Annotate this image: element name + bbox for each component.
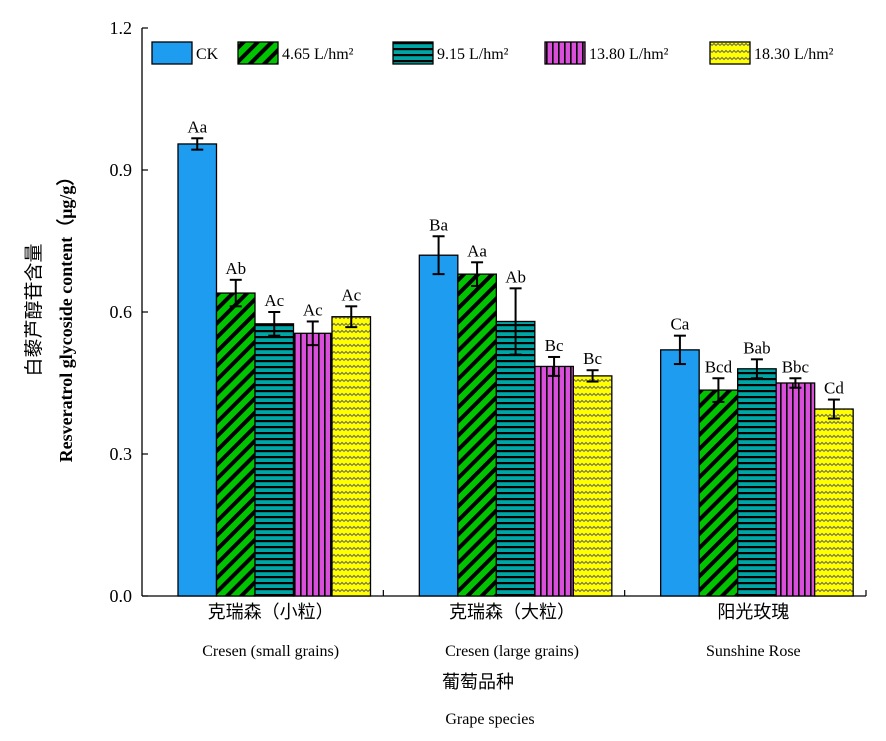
x-tick-label-cn: 阳光玫瑰: [717, 602, 789, 623]
bars: [177, 143, 854, 597]
legend-swatch: [709, 41, 751, 65]
legend-swatch: [392, 41, 434, 65]
axis-labels: 白藜芦醇苷含量 Resveratrol glycoside content（μg…: [23, 168, 535, 728]
x-tick-label-en: Cresen (large grains): [445, 643, 579, 660]
y-tick-label: 0.9: [110, 160, 133, 180]
error-bars: [191, 137, 840, 420]
bar: [418, 254, 459, 597]
legend-swatch: [544, 41, 586, 65]
bar: [814, 408, 854, 597]
significance-label: Bc: [583, 349, 602, 368]
significance-label: Aa: [467, 241, 487, 260]
bar: [215, 292, 256, 597]
axes: 0.0 0.3 0.6 0.9 1.2 克瑞森（小粒） Cresen (small grai…: [110, 18, 867, 660]
legend: CK 4.65 L/hm² 9.15 L/hm² 13.80 L/hm² 18.30 L…: [151, 41, 834, 65]
legend-label: 4.65 L/hm²: [282, 46, 354, 63]
significance-label: Bbc: [782, 357, 810, 376]
bar: [698, 389, 739, 597]
bar: [775, 382, 816, 597]
bar: [495, 320, 536, 597]
y-tick-label: 0.3: [110, 444, 133, 464]
significance-label: Bc: [545, 336, 564, 355]
legend-swatch: [237, 41, 279, 65]
significance-label: Ac: [264, 291, 284, 310]
bar: [254, 323, 295, 597]
significance-label: Bcd: [705, 357, 733, 376]
significance-label: Ab: [225, 259, 246, 278]
y-tick-label: 1.2: [110, 18, 133, 38]
x-tick-label-cn: 克瑞森（大粒）: [449, 602, 575, 623]
y-axis-label-en: Resveratrol glycoside content（μg/g）: [56, 168, 76, 463]
bar: [737, 368, 777, 597]
x-tick-label-en: Cresen (small grains): [202, 643, 339, 660]
bar: [660, 349, 700, 597]
bar: [572, 375, 613, 597]
legend-label: CK: [196, 46, 219, 63]
bar: [534, 365, 574, 597]
significance-label: Ba: [429, 215, 448, 234]
legend-label: 13.80 L/hm²: [589, 46, 669, 63]
y-tick-label: 0.0: [110, 586, 133, 606]
significance-label: Aa: [187, 117, 207, 136]
significance-label: Ab: [505, 267, 526, 286]
x-tick-label-en: Sunshine Rose: [706, 643, 801, 660]
legend-swatch: [151, 41, 193, 65]
y-axis-label-cn: 白藜芦醇苷含量: [23, 243, 45, 376]
legend-label: 9.15 L/hm²: [437, 46, 509, 63]
significance-label: Cd: [824, 379, 844, 398]
x-tick-label-cn: 克瑞森（小粒）: [208, 602, 334, 623]
significance-label: Ac: [341, 285, 361, 304]
significance-label: Bab: [743, 338, 770, 357]
y-tick-label: 0.6: [110, 302, 133, 322]
significance-labels: Aa Ab Ac Ac Ac Ba Aa Ab Bc Bc Ca Bcd Bab Bbc Cd: [187, 117, 844, 397]
x-axis-label-en: Grape species: [445, 711, 534, 728]
bar: [292, 332, 333, 597]
significance-label: Ca: [670, 315, 689, 334]
bar: [331, 316, 372, 597]
bar: [457, 273, 497, 597]
bar: [177, 143, 218, 597]
x-axis-label-cn: 葡萄品种: [442, 672, 514, 693]
significance-label: Ac: [303, 300, 323, 319]
legend-label: 18.30 L/hm²: [754, 46, 834, 63]
